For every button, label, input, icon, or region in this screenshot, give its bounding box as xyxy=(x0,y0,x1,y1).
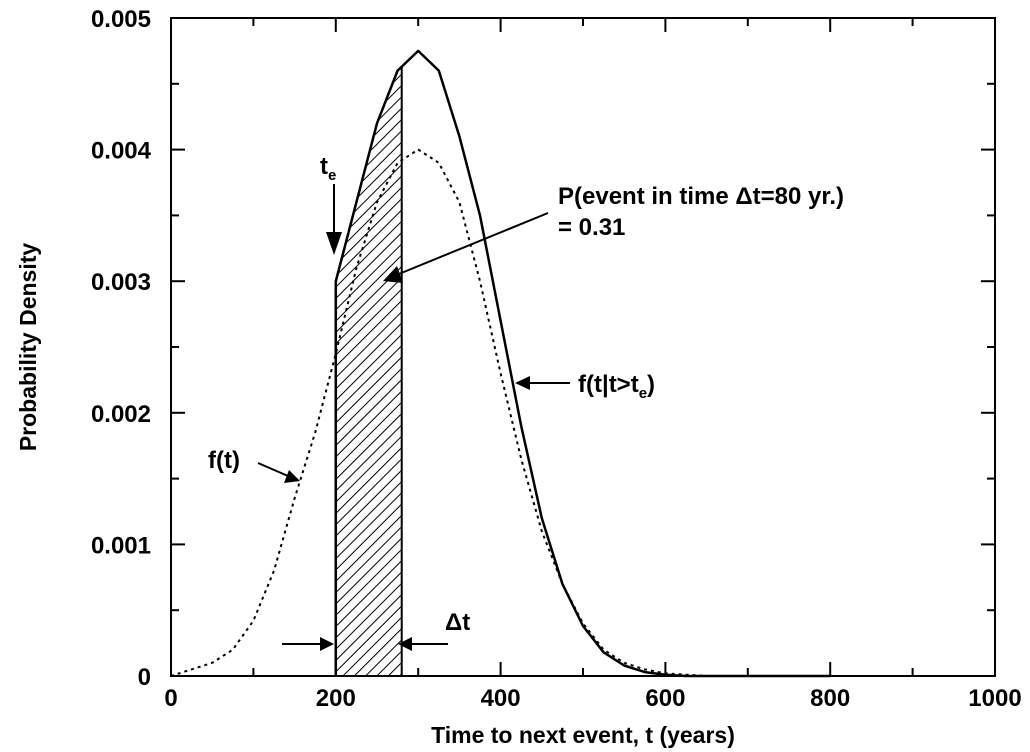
x-tick-label: 600 xyxy=(645,685,685,712)
prob-arrow-head xyxy=(383,266,403,283)
dt-left-arrow-head xyxy=(320,637,334,651)
x-axis-title: Time to next event, t (years) xyxy=(431,722,735,748)
prob-label-line2: = 0.31 xyxy=(558,214,625,241)
conditional-arrow-head xyxy=(515,376,530,390)
y-tick-labels: 0 0.001 0.002 0.003 0.004 0.005 xyxy=(91,6,152,691)
prob-label-line1: P(event in time Δt=80 yr.) xyxy=(558,183,844,210)
plot-frame xyxy=(170,17,996,677)
x-tick-label: 1000 xyxy=(968,685,1021,712)
series-line-f-t-conditional xyxy=(334,49,831,678)
conditional-label: f(t|t>te) xyxy=(578,371,655,402)
dt-right-arrow-head xyxy=(398,637,412,651)
series-layer xyxy=(170,49,831,678)
x-tick-label: 0 xyxy=(164,685,177,712)
y-tick-label: 0.004 xyxy=(91,138,152,165)
y-axis-title: Probability Density xyxy=(15,243,41,452)
ticks-layer xyxy=(170,17,996,677)
ft-arrow-head xyxy=(284,470,300,483)
y-tick-label: 0 xyxy=(138,664,151,691)
y-tick-label: 0.003 xyxy=(91,269,151,296)
y-tick-label: 0.002 xyxy=(91,401,151,428)
y-tick-label: 0.005 xyxy=(91,6,151,33)
dt-label: Δt xyxy=(445,609,470,636)
x-tick-labels: 0 200 400 600 800 1000 xyxy=(164,685,1021,712)
x-tick-label: 400 xyxy=(481,685,521,712)
ft-label: f(t) xyxy=(208,447,240,474)
x-tick-label: 200 xyxy=(316,685,356,712)
series-line-f-t xyxy=(170,148,831,677)
ft-arrow-shaft xyxy=(257,462,289,477)
x-tick-label: 800 xyxy=(810,685,850,712)
te-arrow-head xyxy=(326,232,342,255)
prob-arrow-shaft xyxy=(393,212,549,277)
y-tick-label: 0.001 xyxy=(91,532,151,559)
te-label: te xyxy=(320,153,336,184)
